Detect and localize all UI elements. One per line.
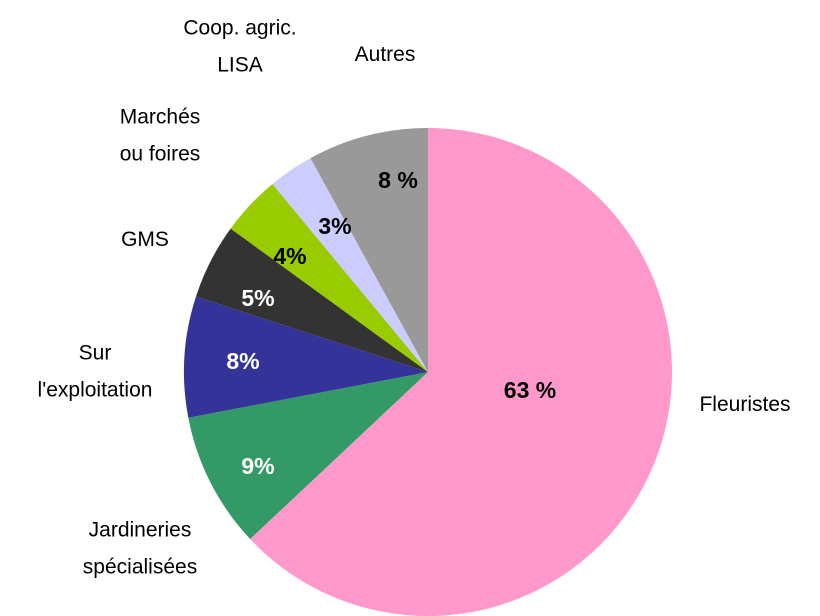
category-label: GMS: [121, 228, 169, 251]
pie-slice: [195, 228, 428, 372]
category-label: Autres: [355, 43, 416, 66]
category-label: Sur l'exploitation: [38, 341, 153, 401]
pie-slice: [272, 158, 428, 372]
value-label: 8%: [226, 348, 259, 374]
value-label: 8 %: [378, 167, 418, 193]
pie-slice: [250, 128, 672, 616]
value-label: 4%: [273, 243, 306, 269]
value-label: 3%: [318, 213, 351, 239]
category-label: Coop. agric. LISA: [183, 16, 296, 76]
pie-slice: [310, 127, 428, 372]
pie-slice: [183, 296, 428, 418]
pie-slice: [230, 183, 428, 372]
pie-slice: [188, 372, 428, 540]
value-label: 5%: [241, 285, 274, 311]
value-label: 9%: [241, 453, 274, 479]
category-label: Marchés ou foires: [120, 105, 201, 165]
category-label: Fleuristes: [699, 393, 790, 416]
value-label: 63 %: [504, 377, 556, 403]
category-label: Jardineries spécialisées: [83, 518, 197, 578]
